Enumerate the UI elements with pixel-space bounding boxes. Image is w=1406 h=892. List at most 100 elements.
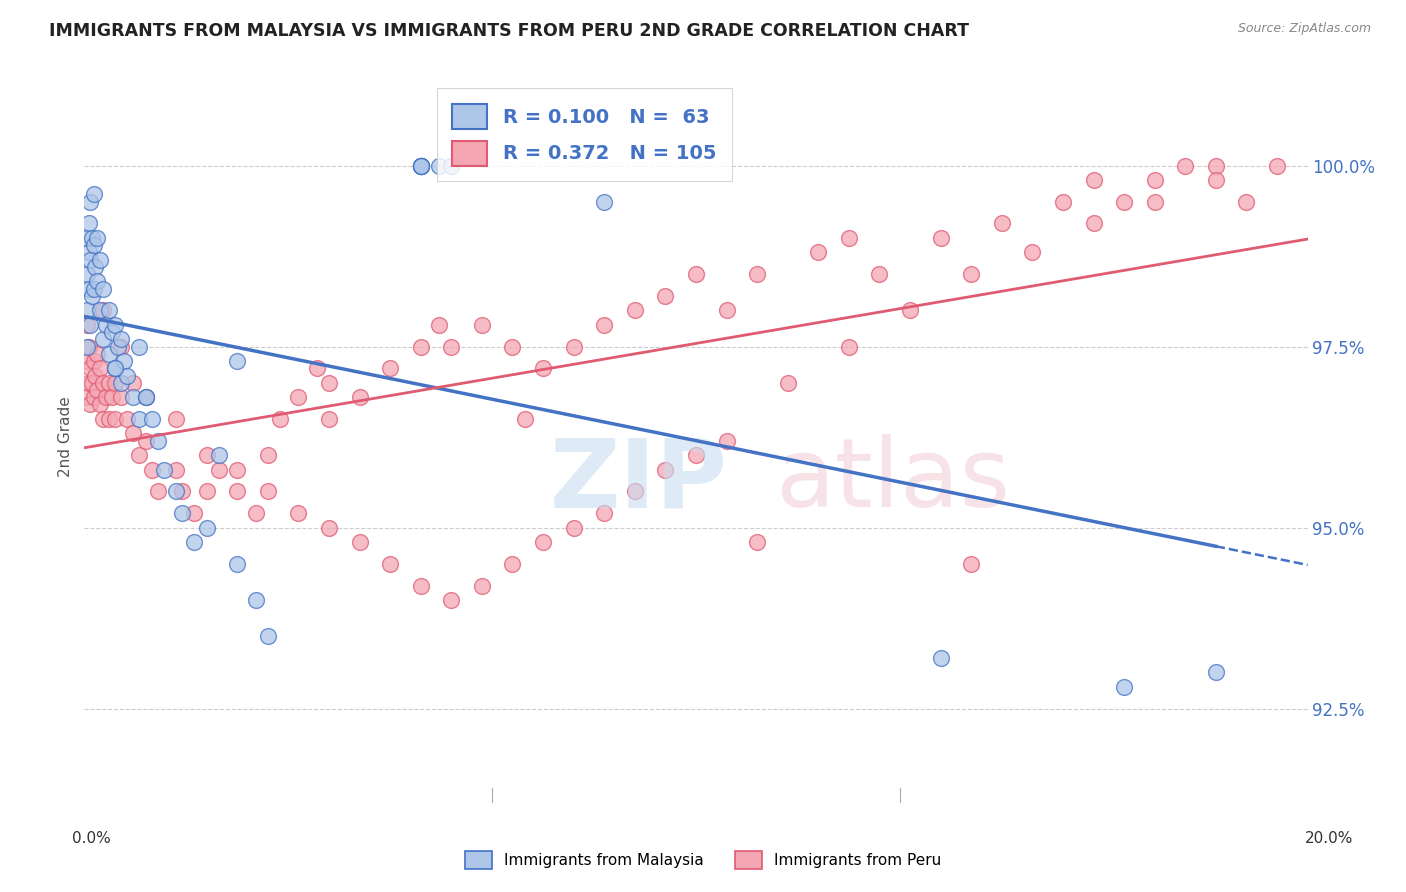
Point (135, 390, 157, 404)
Point (79, 361, 101, 376)
Point (1236, 194, 1258, 209)
Point (77, 340, 100, 354)
Point (1021, 245, 1043, 260)
Point (128, 340, 150, 354)
Point (195, 484, 218, 499)
Point (101, 390, 124, 404)
Point (146, 434, 169, 448)
Point (76, 318, 98, 332)
Point (409, 159, 432, 173)
Point (531, 361, 554, 376)
Point (91, 332, 114, 346)
Point (409, 159, 432, 173)
Point (226, 463, 249, 477)
Point (128, 448, 150, 462)
Point (593, 318, 616, 332)
Point (654, 463, 676, 477)
Point (128, 412, 150, 426)
Point (1143, 173, 1166, 187)
Point (409, 159, 432, 173)
Point (104, 361, 127, 376)
Point (409, 159, 432, 173)
Text: 20.0%: 20.0% (1305, 831, 1353, 846)
Text: IMMIGRANTS FROM MALAYSIA VS IMMIGRANTS FROM PERU 2ND GRADE CORRELATION CHART: IMMIGRANTS FROM MALAYSIA VS IMMIGRANTS F… (49, 22, 969, 40)
Point (76, 231, 98, 245)
Point (960, 267, 983, 281)
Point (349, 390, 371, 404)
Point (77, 216, 100, 230)
Point (1205, 665, 1227, 680)
Point (1052, 194, 1074, 209)
Point (716, 434, 738, 448)
Point (112, 354, 135, 368)
Point (165, 484, 187, 499)
Point (562, 340, 585, 354)
Legend: Immigrants from Malaysia, Immigrants from Peru: Immigrants from Malaysia, Immigrants fro… (458, 845, 948, 875)
Legend: R = 0.100   N =  63, R = 0.372   N = 105: R = 0.100 N = 63, R = 0.372 N = 105 (437, 88, 731, 181)
Point (513, 412, 536, 426)
Point (83, 282, 105, 296)
Point (593, 506, 616, 520)
Point (86, 274, 108, 288)
Point (624, 303, 647, 318)
Point (440, 593, 463, 607)
Point (79, 318, 101, 332)
Point (104, 318, 127, 332)
Point (79, 194, 101, 209)
Point (195, 448, 218, 462)
Point (502, 340, 524, 354)
Point (80, 231, 103, 245)
Point (97, 303, 120, 318)
Point (110, 376, 132, 390)
Point (1205, 173, 1227, 187)
Point (110, 390, 132, 404)
Point (165, 412, 187, 426)
Text: ZIP: ZIP (550, 434, 727, 527)
Point (115, 412, 138, 426)
Point (172, 484, 194, 499)
Point (83, 187, 105, 202)
Point (257, 484, 280, 499)
Point (89, 303, 111, 318)
Point (318, 376, 340, 390)
Point (165, 463, 187, 477)
Point (960, 557, 983, 571)
Point (257, 629, 280, 643)
Point (257, 448, 280, 462)
Point (86, 347, 108, 361)
Point (716, 303, 738, 318)
Point (838, 340, 860, 354)
Point (172, 506, 194, 520)
Point (318, 412, 340, 426)
Point (562, 520, 585, 534)
Point (91, 303, 114, 318)
Point (135, 390, 157, 404)
Point (77, 282, 100, 296)
Point (76, 354, 98, 368)
Point (318, 520, 340, 534)
Point (101, 325, 124, 339)
Point (440, 159, 463, 173)
Point (107, 340, 129, 354)
Point (110, 340, 132, 354)
Text: Source: ZipAtlas.com: Source: ZipAtlas.com (1237, 22, 1371, 36)
Point (776, 376, 799, 390)
Point (79, 252, 101, 267)
Text: atlas: atlas (776, 434, 1011, 527)
Point (122, 390, 145, 404)
Point (427, 159, 450, 173)
Point (76, 303, 98, 318)
Point (89, 361, 111, 376)
Point (747, 267, 769, 281)
Point (195, 520, 218, 534)
Point (183, 506, 205, 520)
Point (929, 231, 952, 245)
Point (869, 267, 891, 281)
Point (1114, 194, 1136, 209)
Point (1083, 216, 1105, 230)
Point (91, 376, 114, 390)
Point (76, 390, 98, 404)
Point (97, 376, 120, 390)
Point (685, 267, 707, 281)
Point (94, 390, 117, 404)
